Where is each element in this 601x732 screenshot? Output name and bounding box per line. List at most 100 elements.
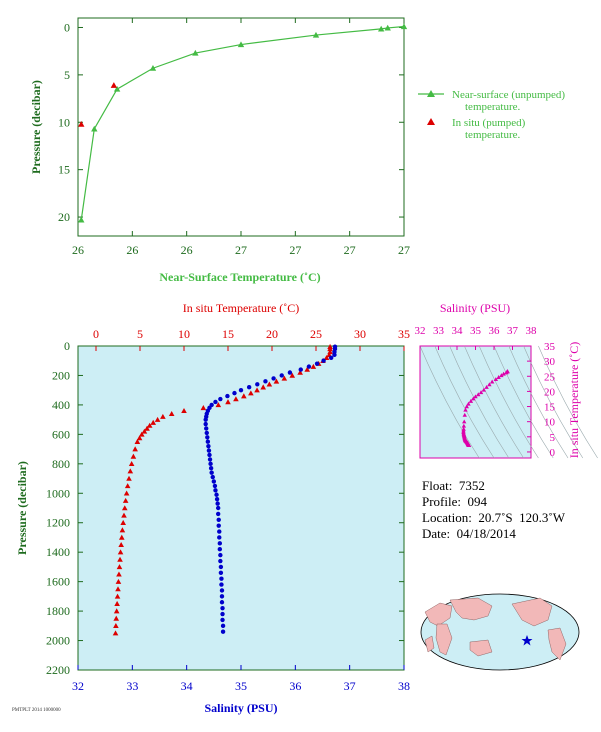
top-xtick-label: 27 xyxy=(289,243,301,257)
temperature-point xyxy=(123,490,130,496)
in-situ-point xyxy=(110,82,118,88)
ts-ytick-label: 25 xyxy=(544,371,556,383)
ts-point xyxy=(493,377,499,382)
temperature-point xyxy=(281,375,288,381)
salinity-point xyxy=(263,379,268,384)
salinity-point xyxy=(204,426,209,431)
near-surface-point xyxy=(377,25,385,32)
pressure-tick-label: 400 xyxy=(52,398,70,412)
salinity-point xyxy=(218,396,223,402)
temperature-point xyxy=(119,527,126,533)
salinity-point xyxy=(215,505,221,511)
ts-ytick-label: 0 xyxy=(550,447,556,459)
temperature-point xyxy=(118,542,124,548)
salinity-point xyxy=(314,361,320,366)
ts-ytick-label: 5 xyxy=(550,432,556,444)
salinity-point xyxy=(306,364,312,369)
temperature-point xyxy=(150,419,156,425)
near-surface-legend: Near-surface (unpumped) temperature. In … xyxy=(418,89,565,141)
ts-point xyxy=(471,396,476,401)
density-contour xyxy=(523,345,584,459)
salinity-point xyxy=(203,421,208,427)
ts-ytick-label: 15 xyxy=(544,402,556,414)
temperature-point xyxy=(136,435,143,441)
ts-xtick-label: 34 xyxy=(452,325,464,337)
near-surface-xlabel: Near-Surface Temperature (˚C) xyxy=(159,270,320,284)
salinity-point xyxy=(217,529,222,534)
pressure-tick-label: 800 xyxy=(52,457,70,471)
float-info: Float: 7352 Profile: 094 Location: 20.7˚… xyxy=(422,478,565,542)
legend-label-in-situ-1: In situ (pumped) xyxy=(452,117,526,129)
temperature-point xyxy=(233,396,239,402)
temperature-point xyxy=(118,534,125,540)
pressure-tick-label: 200 xyxy=(52,368,70,382)
temperature-point xyxy=(241,393,247,399)
salinity-point xyxy=(255,382,260,387)
top-ytick-label: 20 xyxy=(58,210,70,224)
temperature-point xyxy=(181,408,187,414)
ts-xtick-label: 37 xyxy=(507,325,519,337)
temp-tick-label: 5 xyxy=(137,327,143,341)
footer-code: PMTPLT 2014 1000000 xyxy=(12,708,61,713)
temperature-point xyxy=(124,483,131,489)
temperature-point xyxy=(120,519,126,525)
ts-point xyxy=(496,374,501,379)
temperature-point xyxy=(116,571,122,577)
near-surface-point xyxy=(400,23,408,30)
salinity-point xyxy=(209,470,214,475)
temperature-point xyxy=(248,390,254,396)
salinity-point xyxy=(205,435,210,440)
temperature-point xyxy=(113,608,120,614)
salinity-tick-label: 33 xyxy=(126,679,138,693)
salinity-point xyxy=(207,452,212,458)
temperature-point xyxy=(146,422,153,428)
ts-point xyxy=(501,371,506,376)
temperature-point xyxy=(117,556,123,562)
pressure-tick-label: 1800 xyxy=(46,604,70,618)
salinity-point xyxy=(219,588,225,593)
top-ytick-label: 10 xyxy=(58,115,70,129)
temperature-point xyxy=(117,549,124,555)
salinity-point xyxy=(220,605,225,611)
legend-label-in-situ-2: temperature. xyxy=(465,129,521,141)
top-xtick-label: 26 xyxy=(72,243,84,257)
legend-label-near-surface-2: temperature. xyxy=(465,101,521,113)
temperature-point xyxy=(138,431,145,437)
date: Date: 04/18/2014 xyxy=(422,526,516,541)
temperature-point xyxy=(144,425,150,431)
salinity-point xyxy=(271,376,276,381)
salinity-point xyxy=(332,352,337,358)
temperature-point xyxy=(114,600,120,606)
salinity-point xyxy=(212,483,218,489)
near-surface-point xyxy=(149,65,157,71)
temperature-point xyxy=(115,586,121,592)
temperature-point xyxy=(122,497,129,503)
temperature-point xyxy=(260,384,266,390)
temperature-point xyxy=(114,593,121,599)
ts-ytick-label: 10 xyxy=(544,417,556,429)
temperature-point xyxy=(112,630,119,636)
legend-marker-near-surface xyxy=(427,90,435,97)
temperature-point xyxy=(215,402,222,408)
profile-ylabel: Pressure (decibar) xyxy=(15,461,29,555)
salinity-point xyxy=(210,474,215,480)
temperature-point xyxy=(200,405,207,411)
near-surface-panel: 26 26 26 27 27 27 27 0 5 10 15 20 Near-Surface Temp… xyxy=(29,17,565,284)
temperature-point xyxy=(323,354,330,361)
salinity-tick-label: 36 xyxy=(289,679,301,693)
top-xtick-label: 26 xyxy=(126,243,138,257)
ts-point xyxy=(499,373,504,378)
world-map xyxy=(420,593,580,671)
temperature-point xyxy=(116,564,123,570)
density-contour xyxy=(538,345,598,459)
ts-panel: 32 33 34 35 36 37 38 0 5 10 15 20 25 30 35 Salinity (P… xyxy=(415,301,598,459)
salinity-point xyxy=(216,523,221,528)
temperature-point xyxy=(289,372,296,378)
temperature-point xyxy=(160,413,166,419)
salinity-point xyxy=(206,443,211,449)
salinity-point xyxy=(214,496,220,502)
salinity-tick-label: 35 xyxy=(235,679,247,693)
ts-point xyxy=(464,404,470,409)
near-surface-point xyxy=(237,41,245,48)
